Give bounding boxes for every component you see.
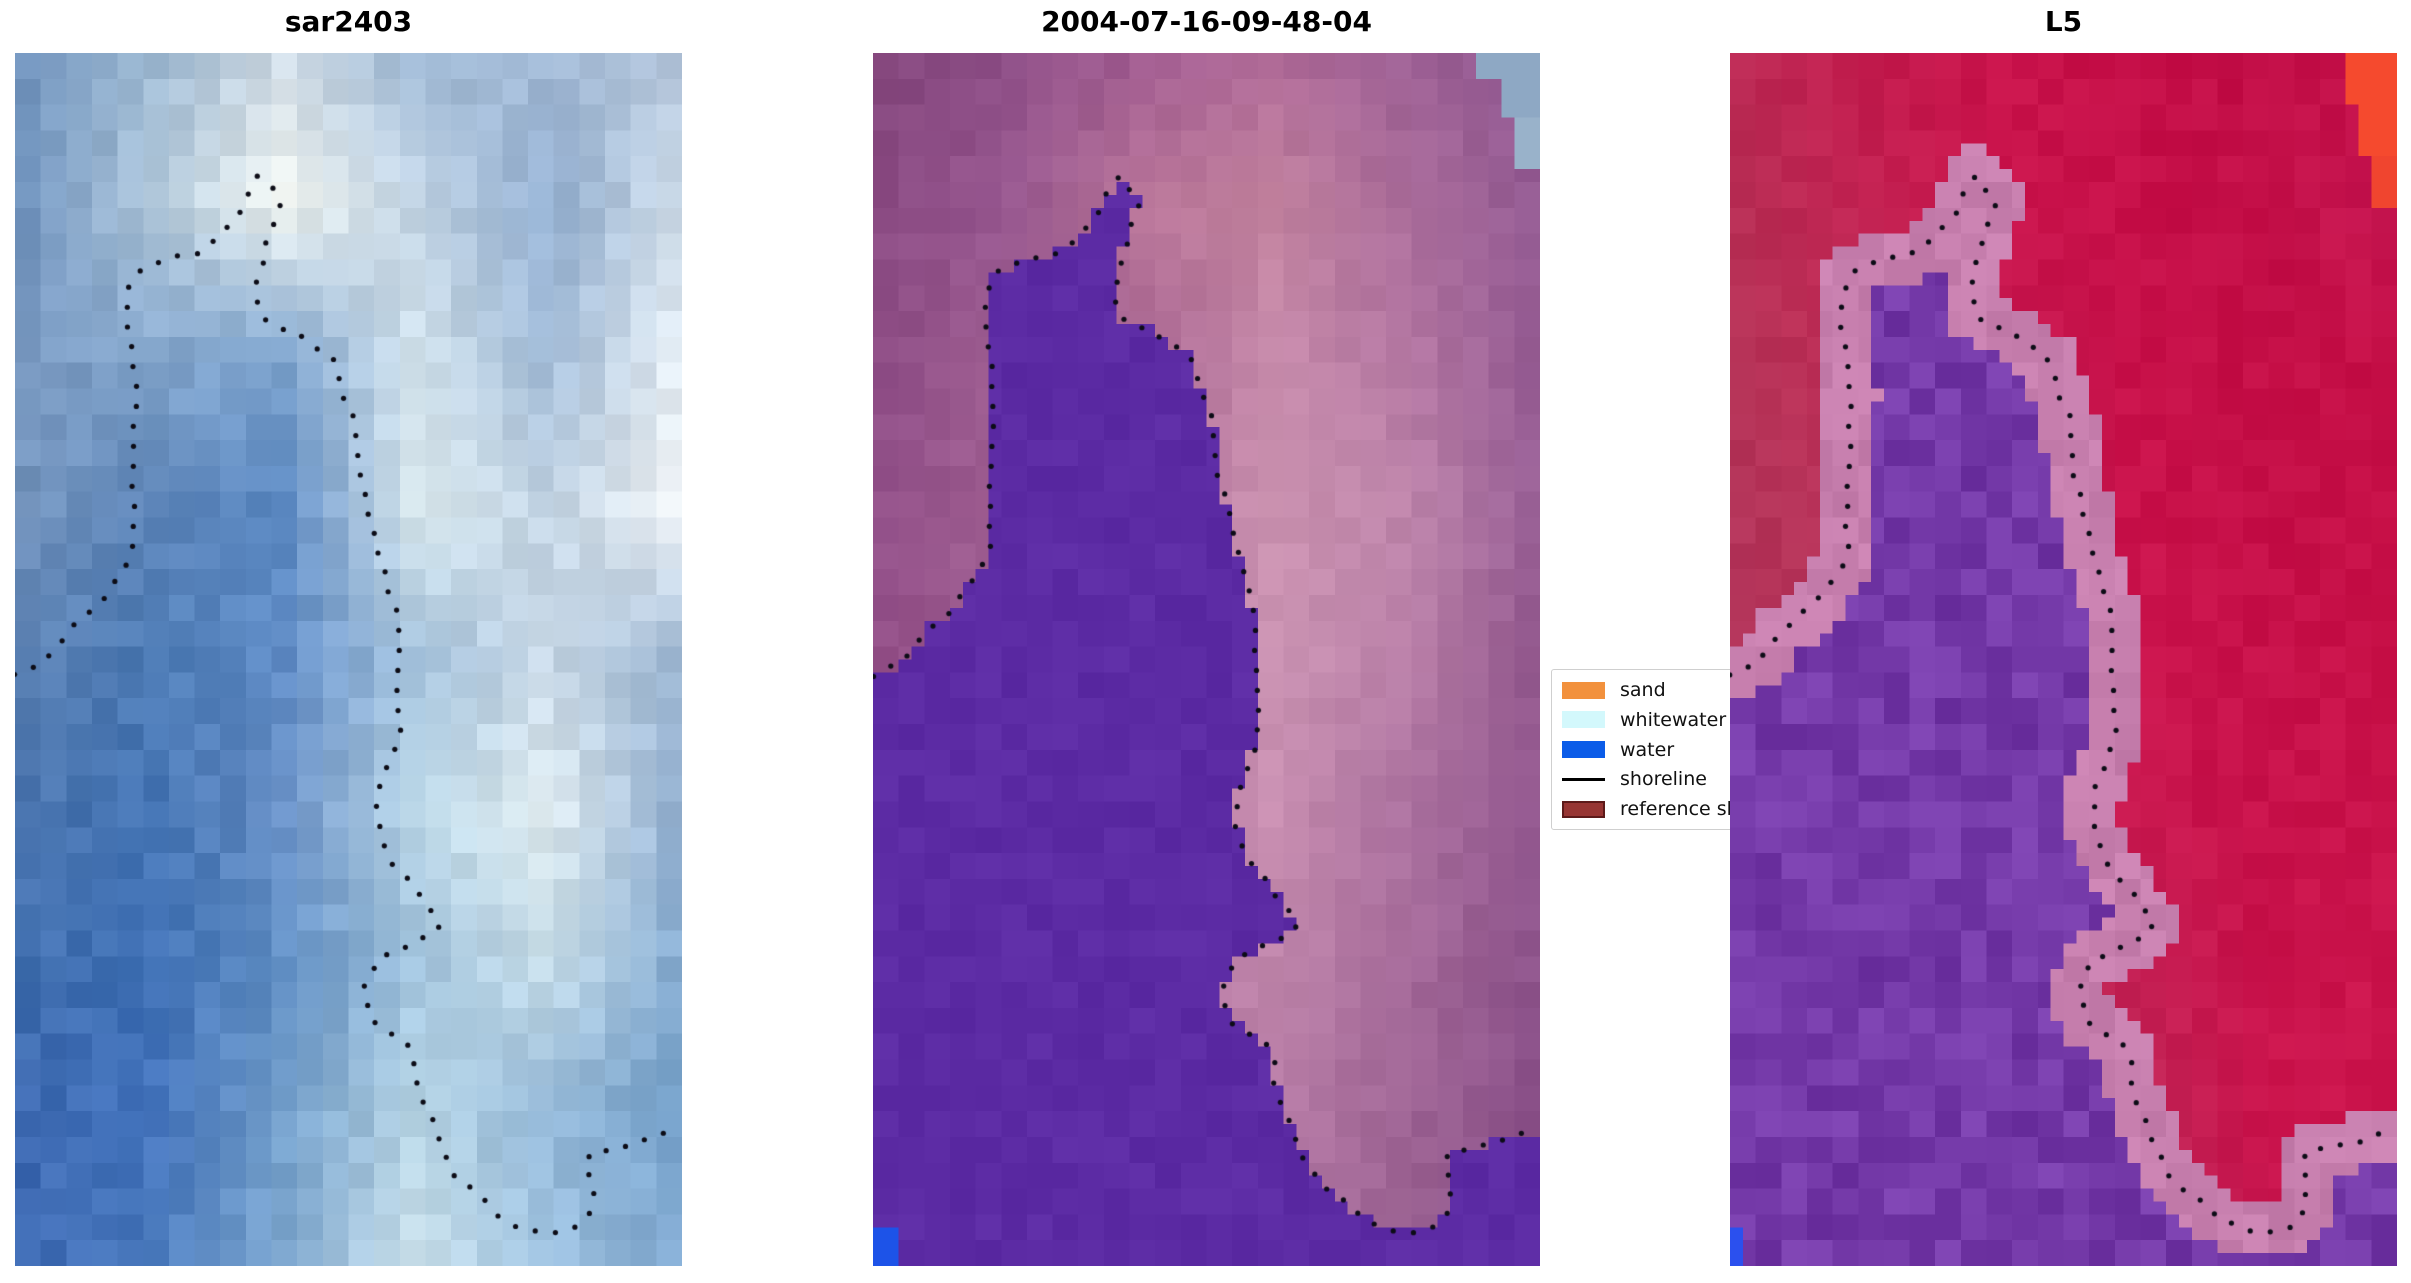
sand-color-swatch xyxy=(1562,681,1605,699)
panel-title-l5: L5 xyxy=(2044,5,2083,38)
reference-color-swatch xyxy=(1562,800,1605,818)
legend-entry-sand: sand xyxy=(1562,679,1736,701)
panel-classified-map xyxy=(873,53,1540,1266)
legend-label: water xyxy=(1620,738,1675,761)
legend-label: whitewater xyxy=(1620,708,1727,731)
legend: sand whitewater water shoreline reference sh… xyxy=(1551,669,1804,830)
legend-label: shoreline xyxy=(1620,768,1707,791)
water-color-swatch xyxy=(1562,741,1605,758)
legend-entry-whitewater: whitewater xyxy=(1562,709,1736,731)
legend-entry-water: water xyxy=(1562,739,1736,761)
shoreline-line-swatch xyxy=(1562,777,1605,781)
legend-entry-shoreline: shoreline xyxy=(1562,768,1736,790)
shoreline-dots-overlay xyxy=(1730,53,2397,1266)
whitewater-color-swatch xyxy=(1562,711,1605,729)
panel-sar2403 xyxy=(15,53,682,1266)
legend-label: sand xyxy=(1620,679,1666,701)
shoreline-dots-overlay xyxy=(873,53,1540,1266)
panel-l5 xyxy=(1730,53,2397,1266)
legend-entry-reference: reference shoreline xyxy=(1562,798,1804,820)
panel-title-date: 2004-07-16-09-48-04 xyxy=(1041,5,1372,38)
shoreline-dots-overlay xyxy=(15,53,682,1266)
panel-title-sar2403: sar2403 xyxy=(284,5,413,38)
